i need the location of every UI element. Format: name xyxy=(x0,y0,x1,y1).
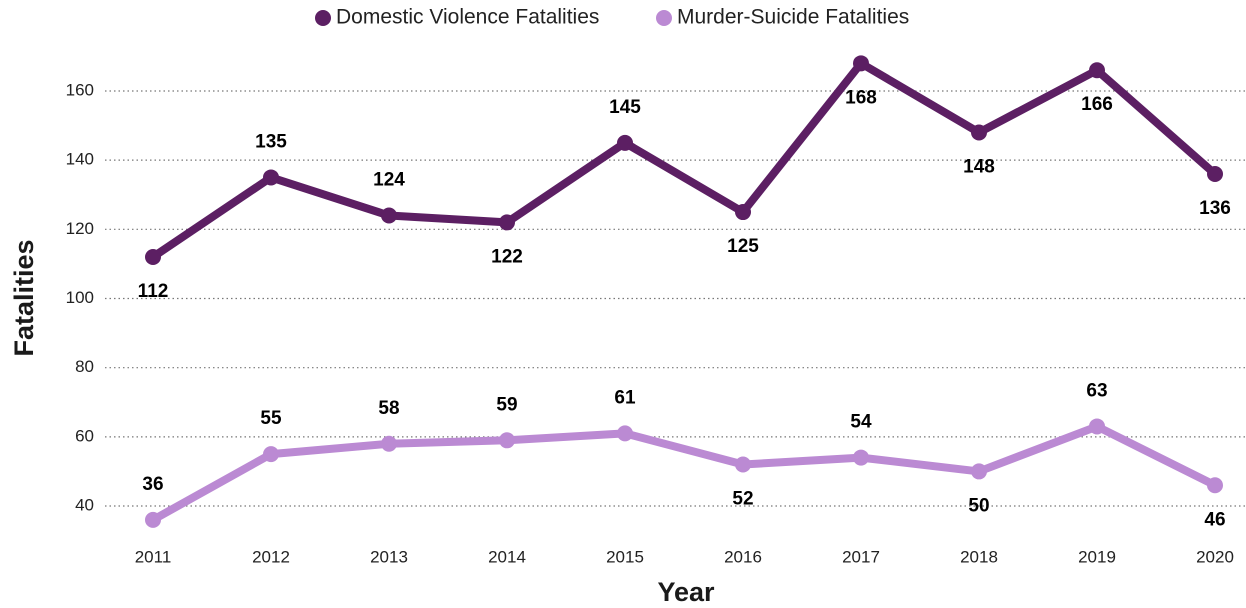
data-point xyxy=(617,425,633,442)
data-label: 58 xyxy=(378,398,399,419)
x-tick-label: 2019 xyxy=(1078,547,1116,566)
data-label: 125 xyxy=(727,236,759,257)
data-point xyxy=(145,248,161,265)
data-label: 122 xyxy=(491,246,523,267)
y-tick-label: 140 xyxy=(66,150,94,169)
data-label: 50 xyxy=(968,495,989,516)
data-label: 148 xyxy=(963,157,995,178)
data-point xyxy=(263,169,279,186)
data-point xyxy=(735,204,751,221)
x-tick-label: 2020 xyxy=(1196,547,1234,566)
x-tick-label: 2011 xyxy=(135,547,172,566)
legend-label: Domestic Violence Fatalities xyxy=(336,6,599,29)
data-point xyxy=(853,449,869,466)
data-point xyxy=(1089,418,1105,435)
legend-marker xyxy=(656,10,672,26)
data-label: 145 xyxy=(609,97,641,118)
data-label: 55 xyxy=(260,408,282,429)
data-point xyxy=(1089,62,1105,79)
data-point xyxy=(617,134,633,151)
data-label: 46 xyxy=(1204,509,1225,530)
data-label: 112 xyxy=(138,281,169,302)
data-point xyxy=(499,432,515,449)
x-axis-title: Year xyxy=(657,577,715,607)
y-tick-label: 80 xyxy=(75,357,94,376)
y-tick-label: 120 xyxy=(66,219,94,238)
series-line xyxy=(151,422,1217,524)
data-point xyxy=(263,446,279,463)
legend-marker xyxy=(315,10,331,26)
series-line xyxy=(150,59,1218,261)
y-axis-title: Fatalities xyxy=(9,239,39,356)
data-point xyxy=(145,511,161,528)
y-tick-label: 40 xyxy=(75,495,94,514)
data-point xyxy=(499,214,515,231)
legend: Domestic Violence Fatalities Murder-Suic… xyxy=(315,6,909,29)
legend-label: Murder-Suicide Fatalities xyxy=(677,6,909,29)
x-tick-label: 2013 xyxy=(370,547,408,566)
data-point xyxy=(381,435,397,452)
x-tick-label: 2014 xyxy=(488,547,526,566)
x-tick-label: 2012 xyxy=(252,547,290,566)
y-tick-label: 60 xyxy=(75,426,94,445)
y-tick-label: 100 xyxy=(66,288,94,307)
data-point xyxy=(971,124,987,141)
data-label: 124 xyxy=(373,170,405,191)
x-tick-label: 2018 xyxy=(960,547,998,566)
data-point xyxy=(1207,477,1223,494)
x-tick-label: 2017 xyxy=(842,547,880,566)
data-point xyxy=(853,55,869,72)
data-label: 61 xyxy=(614,387,636,408)
data-point xyxy=(381,207,397,224)
data-label: 168 xyxy=(845,87,877,108)
data-label: 36 xyxy=(142,474,163,495)
data-point xyxy=(735,456,751,473)
data-label: 135 xyxy=(255,131,287,152)
x-tick-label: 2015 xyxy=(606,547,644,566)
data-label: 136 xyxy=(1199,198,1231,219)
data-label: 166 xyxy=(1081,94,1113,115)
data-label: 52 xyxy=(732,489,753,510)
data-point xyxy=(1207,165,1223,182)
y-tick-label: 160 xyxy=(66,80,94,99)
data-label: 54 xyxy=(850,412,872,433)
data-label: 59 xyxy=(496,394,517,415)
x-tick-label: 2016 xyxy=(724,547,762,566)
data-point xyxy=(971,463,987,480)
data-label: 63 xyxy=(1086,380,1107,401)
